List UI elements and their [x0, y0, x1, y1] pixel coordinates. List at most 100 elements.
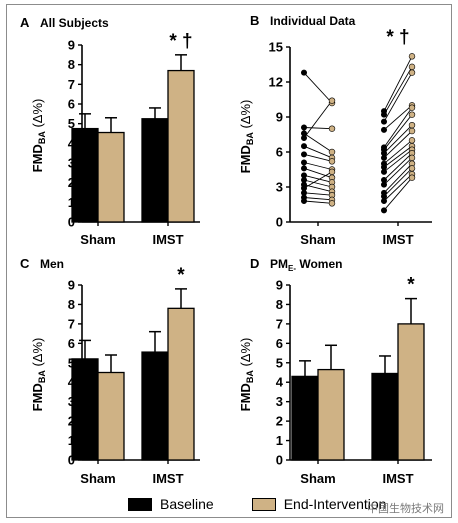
significance-mark: * †	[169, 31, 192, 52]
x-tick-label-imst: IMST	[382, 471, 413, 486]
point-baseline	[300, 69, 307, 76]
panel-letter: C	[20, 256, 30, 271]
point-end	[408, 53, 416, 60]
y-tick-label: 7	[276, 316, 283, 331]
point-end	[328, 125, 336, 132]
watermark: 中国生物技术网	[367, 503, 444, 515]
bar-sham-baseline	[291, 375, 319, 461]
y-tick-label: 0	[276, 453, 283, 468]
y-tick-label: 9	[276, 278, 283, 293]
point-baseline	[300, 165, 307, 172]
point-end	[328, 200, 336, 207]
panel-d: 0 1 2 3 4 5 6 7 8 9 Sham IMST D PME- Women FMDBA (Δ%) *	[238, 256, 432, 486]
point-end	[408, 104, 416, 111]
point-baseline	[380, 168, 387, 175]
y-tick-label: 6	[276, 336, 283, 351]
point-baseline	[380, 118, 387, 125]
x-tick-label-sham: Sham	[300, 471, 335, 486]
point-baseline	[300, 159, 307, 166]
paired-line	[303, 100, 333, 139]
paired-line	[383, 124, 413, 154]
bar-imst-end	[167, 69, 195, 223]
point-end	[408, 121, 416, 129]
bar-sham-baseline	[71, 358, 99, 461]
y-tick-label: 8	[68, 297, 75, 312]
point-end	[408, 165, 416, 172]
baseline-swatch	[128, 497, 152, 511]
y-tick-label: 7	[68, 77, 75, 92]
y-tick-label: 6	[276, 145, 283, 160]
point-baseline	[380, 154, 387, 161]
paired-line	[303, 162, 333, 170]
bar-imst-baseline	[141, 351, 169, 461]
point-baseline	[380, 111, 387, 118]
point-baseline	[380, 207, 387, 214]
paired-line	[383, 56, 413, 112]
paired-line	[383, 177, 413, 211]
point-end	[328, 148, 336, 156]
legend: Baseline End-Intervention	[128, 494, 424, 514]
y-tick-label: 3	[276, 394, 283, 409]
y-tick-label: 0	[276, 215, 283, 230]
y-tick-label: 6	[68, 336, 75, 351]
y-tick-label: 1	[276, 433, 283, 448]
x-tick-label-sham: Sham	[80, 232, 115, 247]
paired-line	[383, 107, 413, 148]
x-tick-label-imst: IMST	[382, 232, 413, 247]
point-end	[408, 111, 416, 118]
y-tick-label: 8	[68, 57, 75, 72]
paired-line	[383, 72, 413, 122]
paired-line	[303, 200, 333, 204]
point-end	[408, 127, 416, 135]
paired-line	[303, 153, 333, 162]
y-tick-label: 7	[68, 316, 75, 331]
point-end	[328, 158, 336, 165]
y-tick-label: 12	[269, 75, 283, 90]
panel-letter: B	[250, 13, 259, 28]
paired-line	[383, 130, 413, 159]
y-tick-label: 5	[276, 355, 283, 370]
paired-line	[303, 72, 333, 104]
paired-line	[383, 168, 413, 197]
bar-imst-end	[167, 307, 195, 461]
point-baseline	[300, 135, 307, 142]
point-baseline	[380, 126, 387, 133]
paired-line	[303, 192, 333, 196]
paired-line	[383, 66, 413, 115]
paired-line	[383, 149, 413, 173]
point-baseline	[300, 124, 307, 131]
bar-sham-end	[97, 371, 125, 461]
y-tick-label: 15	[269, 40, 283, 55]
point-baseline	[300, 143, 307, 150]
y-tick-label: 4	[276, 375, 284, 390]
paired-line	[303, 167, 333, 179]
x-tick-label-sham: Sham	[300, 232, 335, 247]
paired-line	[383, 145, 413, 168]
point-baseline	[380, 198, 387, 205]
panel-c: 0123456789ShamIMSTCMenFMDBA (Δ%)*	[20, 256, 200, 486]
paired-line	[383, 139, 413, 165]
paired-line	[383, 114, 413, 150]
bar-sham-end	[97, 131, 125, 223]
panel-title: Men	[40, 257, 64, 271]
y-axis-label: FMDBA (Δ%)	[238, 100, 255, 174]
paired-line	[383, 173, 413, 202]
legend-baseline-label: Baseline	[160, 496, 214, 512]
end-intervention-swatch	[251, 497, 276, 511]
y-tick-label: 5	[68, 116, 75, 131]
point-baseline	[300, 151, 307, 158]
y-axis-label: FMDBA (Δ%)	[30, 338, 47, 412]
paired-line	[303, 145, 333, 159]
significance-mark: * †	[386, 27, 409, 48]
paired-line	[303, 132, 333, 153]
bar-sham-baseline	[71, 127, 99, 223]
x-tick-label-imst: IMST	[152, 471, 183, 486]
y-tick-label: 9	[68, 38, 75, 53]
paired-line	[383, 152, 413, 181]
point-end	[408, 154, 416, 162]
panel-title: All Subjects	[40, 16, 109, 30]
point-end	[408, 69, 416, 76]
panel-title: Individual Data	[270, 14, 356, 28]
